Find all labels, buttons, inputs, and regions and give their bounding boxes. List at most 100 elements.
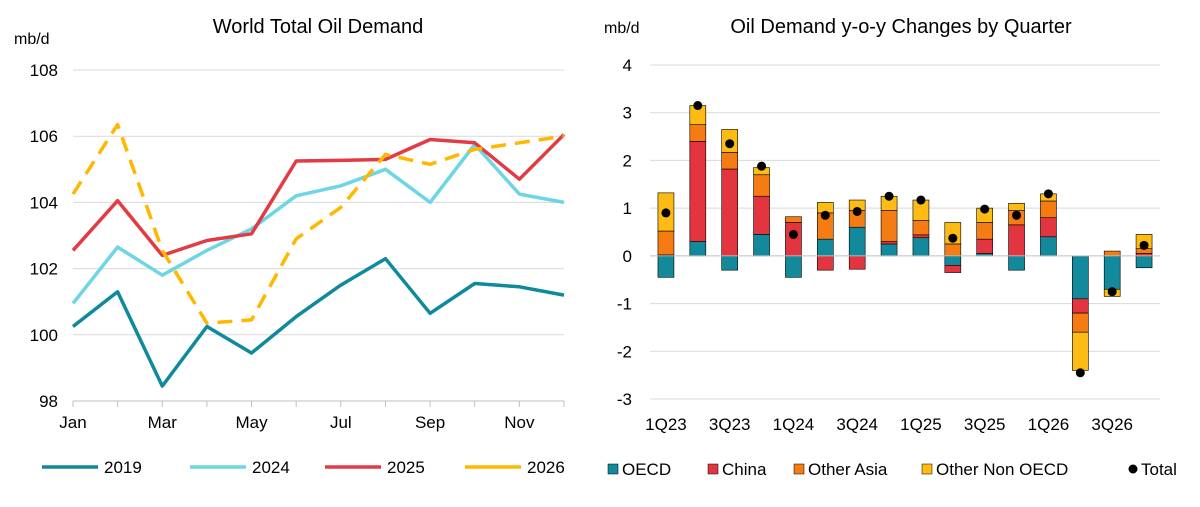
bar-segment-china bbox=[721, 168, 738, 257]
bar-segment-other-non-oecd bbox=[1072, 331, 1089, 371]
right-y-unit-label: mb/d bbox=[604, 20, 640, 37]
bar-segment-oecd bbox=[1103, 255, 1121, 290]
bar-segment-other-asia bbox=[1103, 250, 1121, 257]
left-legend: 2019 2024 2025 2026 bbox=[42, 458, 565, 477]
bar-segment-china bbox=[848, 255, 866, 270]
right-y-tick-label: -1 bbox=[617, 295, 632, 314]
bar-segment-oecd bbox=[689, 241, 707, 257]
bar-segment-oecd bbox=[817, 238, 834, 257]
left-y-axis: 98 100 102 104 106 108 bbox=[30, 61, 58, 411]
bar-segment-oecd bbox=[1008, 255, 1025, 271]
bar-segment-china bbox=[1040, 217, 1057, 238]
bar-segment-other-asia bbox=[944, 243, 962, 257]
total-marker bbox=[1075, 368, 1085, 378]
left-x-tick-label: Jul bbox=[330, 413, 352, 432]
left-chart-title: World Total Oil Demand bbox=[213, 16, 423, 38]
bar-segment-china bbox=[912, 234, 930, 239]
bar-segment-other-asia bbox=[976, 222, 993, 240]
right-y-tick-label: 3 bbox=[623, 104, 632, 123]
series-line-2024 bbox=[71, 142, 565, 305]
left-y-tick-label: 102 bbox=[30, 260, 58, 279]
bar-segment-other-asia bbox=[1040, 200, 1057, 218]
bar-segment-oecd bbox=[1072, 255, 1089, 300]
bar-segment-other-asia bbox=[1072, 312, 1089, 333]
right-x-tick-label: 3Q24 bbox=[836, 415, 878, 434]
right-legend: OECD China Other Asia Other Non OECD Total bbox=[607, 460, 1177, 479]
total-marker bbox=[1012, 210, 1022, 220]
series-line-2025 bbox=[71, 133, 566, 258]
bar-segment-china bbox=[689, 141, 707, 242]
legend-label-2024: 2024 bbox=[252, 458, 290, 477]
left-x-axis: Jan Mar May Jul Sep Nov bbox=[59, 401, 565, 432]
left-x-tick-label: Nov bbox=[504, 413, 535, 432]
oil-demand-yoy-changes-chart: Oil Demand y-o-y Changes by Quarter mb/d… bbox=[604, 16, 1177, 479]
right-y-tick-label: -3 bbox=[617, 390, 632, 409]
legend-swatch-oecd bbox=[607, 463, 619, 475]
bar-segment-other-asia bbox=[721, 152, 738, 170]
left-x-tick-label: May bbox=[235, 413, 268, 432]
total-marker bbox=[661, 208, 671, 218]
bar-segment-oecd bbox=[880, 243, 898, 257]
bar-segment-oecd bbox=[753, 234, 770, 257]
bar-segment-other-non-oecd bbox=[1008, 203, 1025, 211]
legend-label-china: China bbox=[722, 460, 767, 479]
total-marker bbox=[948, 233, 958, 243]
total-marker bbox=[693, 101, 703, 111]
bar-segment-other-asia bbox=[657, 230, 675, 256]
total-marker bbox=[1107, 287, 1117, 297]
right-x-tick-label: 1Q26 bbox=[1028, 415, 1070, 434]
total-marker bbox=[725, 139, 735, 149]
bar-segment-china bbox=[817, 255, 834, 271]
right-y-axis: -3 -2 -1 0 1 2 3 4 bbox=[617, 56, 632, 409]
legend-swatch-other-asia bbox=[793, 463, 805, 475]
total-marker bbox=[852, 206, 862, 216]
bar-segment-oecd bbox=[657, 255, 675, 278]
legend-swatch-total bbox=[1128, 464, 1138, 474]
bar-segment-other-asia bbox=[753, 174, 770, 197]
left-y-tick-label: 104 bbox=[30, 193, 58, 212]
right-x-tick-label: 1Q24 bbox=[773, 415, 815, 434]
right-grid bbox=[650, 64, 1160, 400]
right-y-tick-label: 1 bbox=[623, 199, 632, 218]
bar-segment-oecd bbox=[785, 255, 802, 278]
bar-segment-china bbox=[880, 241, 898, 245]
right-x-tick-label: 1Q25 bbox=[900, 415, 942, 434]
legend-label-2026: 2026 bbox=[527, 458, 565, 477]
total-marker bbox=[980, 204, 990, 214]
world-total-oil-demand-chart: World Total Oil Demand mb/d 98 100 102 104 1… bbox=[14, 16, 566, 477]
bar-segment-other-asia bbox=[785, 216, 802, 223]
bar-segment-china bbox=[944, 265, 962, 273]
bar-segment-other-asia bbox=[912, 220, 930, 236]
right-x-tick-label: 3Q25 bbox=[964, 415, 1006, 434]
right-y-tick-label: 0 bbox=[623, 247, 632, 266]
left-y-unit-label: mb/d bbox=[14, 31, 50, 48]
bar-segment-oecd bbox=[721, 255, 738, 271]
right-x-tick-label: 1Q23 bbox=[645, 415, 687, 434]
total-marker bbox=[884, 191, 894, 201]
bar-segment-other-asia bbox=[689, 124, 707, 142]
bar-segment-oecd bbox=[944, 255, 962, 266]
right-y-tick-label: -2 bbox=[617, 342, 632, 361]
legend-label-other-non-oecd: Other Non OECD bbox=[936, 460, 1068, 479]
left-y-tick-label: 98 bbox=[39, 392, 58, 411]
bar-segment-oecd bbox=[1040, 236, 1057, 257]
total-marker bbox=[1139, 240, 1149, 250]
left-y-tick-label: 100 bbox=[30, 326, 58, 345]
bar-segment-china bbox=[1008, 224, 1025, 257]
total-marker bbox=[820, 210, 830, 220]
right-total-markers bbox=[661, 101, 1149, 378]
total-marker bbox=[916, 195, 926, 205]
legend-swatch-other-non-oecd bbox=[921, 463, 933, 475]
right-y-tick-label: 4 bbox=[623, 56, 632, 75]
bar-segment-china bbox=[785, 222, 802, 257]
right-x-axis: 1Q23 3Q23 1Q24 3Q24 1Q25 3Q25 1Q26 3Q26 bbox=[645, 255, 1160, 434]
total-marker bbox=[1043, 189, 1053, 199]
total-marker bbox=[788, 229, 798, 239]
left-series-lines bbox=[71, 122, 566, 388]
bar-segment-china bbox=[753, 195, 770, 235]
left-x-tick-label: Mar bbox=[148, 413, 178, 432]
total-marker bbox=[757, 161, 767, 171]
left-y-tick-label: 108 bbox=[30, 61, 58, 80]
bar-segment-china bbox=[1072, 298, 1089, 314]
